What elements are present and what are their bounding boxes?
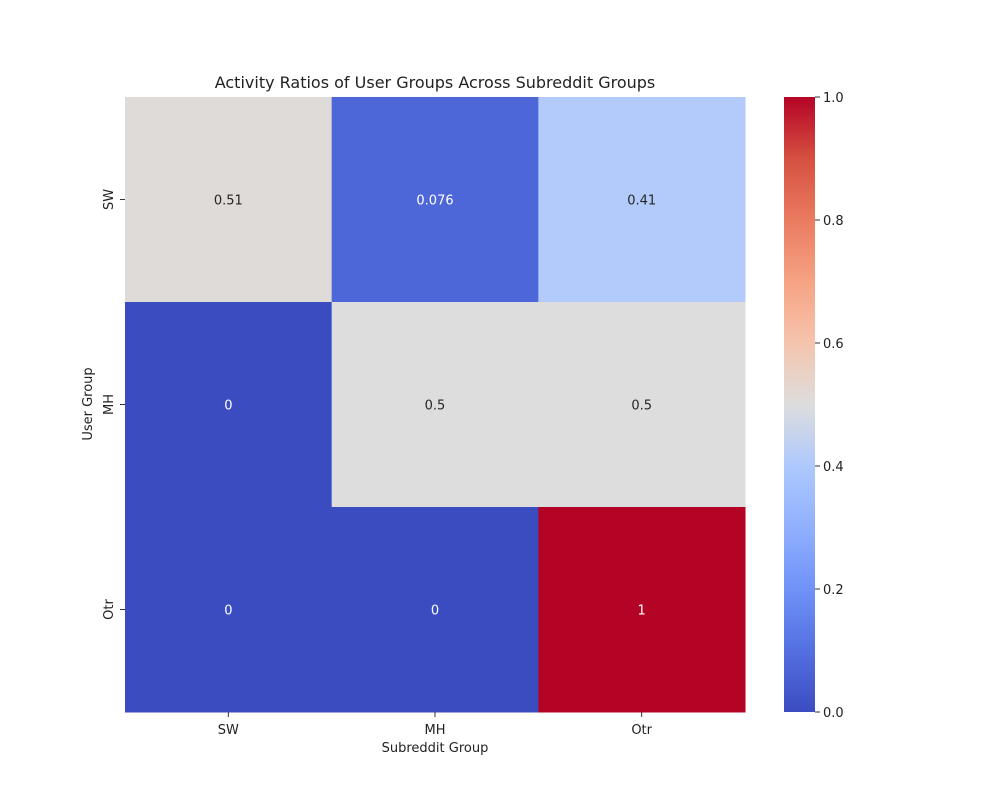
colorbar-tick-label: 0.8 <box>823 214 844 229</box>
cell-value-label: 0.5 <box>631 399 652 414</box>
colorbar-tick-label: 0.6 <box>823 337 844 352</box>
chart-title: Activity Ratios of User Groups Across Su… <box>215 73 656 92</box>
cell-value-label: 1 <box>638 604 646 619</box>
heatmap-cell <box>538 302 746 508</box>
cell-value-label: 0 <box>224 604 232 619</box>
colorbar-tick-label: 0.2 <box>823 583 844 598</box>
heatmap-cells <box>125 97 746 713</box>
colorbar-ticks: 0.0 0.2 0.4 0.6 0.8 1.0 <box>815 91 844 721</box>
heatmap-cell <box>331 507 539 713</box>
heatmap-cell <box>538 97 746 303</box>
cell-value-label: 0.5 <box>425 399 446 414</box>
x-tick-label: MH <box>425 723 446 738</box>
heatmap-cell <box>538 507 746 713</box>
x-axis-label: Subreddit Group <box>382 741 489 756</box>
cell-value-label: 0.51 <box>214 194 243 209</box>
colorbar-tick-label: 1.0 <box>823 91 844 106</box>
y-tick-label: SW <box>102 189 117 210</box>
cell-value-label: 0.41 <box>627 194 656 209</box>
y-tick-label: Otr <box>102 599 117 620</box>
x-tick-label: SW <box>218 723 239 738</box>
heatmap-cell <box>125 97 333 303</box>
colorbar-tick-label: 0.4 <box>823 460 844 475</box>
y-tick-label: MH <box>102 394 117 415</box>
heatmap-cell <box>125 507 333 713</box>
heatmap-cell-labels: 0.51 0.076 0.41 0 0.5 0.5 0 0 1 <box>214 194 656 619</box>
heatmap-cell <box>331 302 539 508</box>
heatmap-cell <box>125 302 333 508</box>
x-axis: SW MH Otr <box>218 712 653 738</box>
heatmap-cell <box>331 97 539 303</box>
colorbar: 0.0 0.2 0.4 0.6 0.8 1.0 <box>784 91 844 721</box>
colorbar-gradient <box>784 97 815 712</box>
cell-value-label: 0 <box>431 604 439 619</box>
y-axis-label: User Group <box>81 367 96 440</box>
x-tick-label: Otr <box>631 723 652 738</box>
cell-value-label: 0.076 <box>416 194 453 209</box>
y-axis: SW MH Otr <box>102 189 125 620</box>
colorbar-tick-label: 0.0 <box>823 706 844 721</box>
cell-value-label: 0 <box>224 399 232 414</box>
